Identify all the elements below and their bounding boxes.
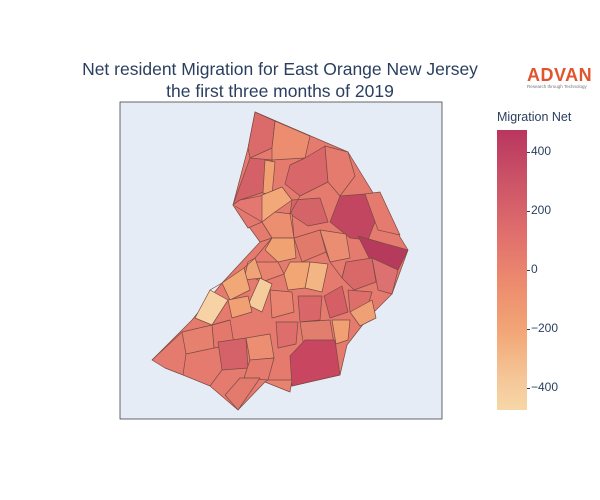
tract[interactable]: [269, 289, 295, 319]
tract[interactable]: [247, 277, 273, 313]
tract[interactable]: [275, 321, 299, 349]
colorbar-title: Migration Net: [497, 110, 572, 124]
logo-tagline: Research through Technology: [527, 84, 587, 89]
map-title-line-1: Net resident Migration for East Orange N…: [82, 59, 478, 79]
colorbar-tick-neg400: −400: [531, 380, 559, 394]
colorbar-tickmark: [527, 329, 530, 330]
tract[interactable]: [364, 191, 401, 236]
logo-wordmark: ADVAN: [527, 65, 593, 85]
colorbar-tick-neg200: −200: [531, 321, 559, 335]
advan-logo: ADVAN Research through Technology: [527, 66, 595, 90]
tract[interactable]: [224, 377, 261, 411]
tract[interactable]: [349, 299, 377, 327]
colorbar-tickmark: [527, 211, 530, 212]
colorbar-tick-400: 400: [531, 144, 552, 158]
tract[interactable]: [232, 157, 273, 206]
tract[interactable]: [323, 285, 349, 319]
colorbar-tick-0: 0: [531, 262, 538, 276]
tract[interactable]: [331, 319, 351, 345]
tract[interactable]: [283, 261, 311, 291]
tract[interactable]: [371, 257, 399, 295]
colorbar-tickmark: [527, 270, 530, 271]
tract-borders: [151, 195, 347, 387]
tract[interactable]: [324, 145, 356, 197]
tract[interactable]: [297, 295, 323, 323]
map-title: Net resident Migration for East Orange N…: [0, 58, 560, 102]
tract[interactable]: [217, 337, 249, 371]
tract[interactable]: [289, 197, 329, 227]
tract[interactable]: [271, 120, 311, 161]
map-title-line-2: the first three months of 2019: [166, 81, 394, 101]
tract[interactable]: [261, 186, 293, 223]
tract[interactable]: [232, 194, 266, 229]
tract[interactable]: [264, 237, 297, 263]
tract[interactable]: [264, 379, 293, 393]
tract[interactable]: [247, 111, 276, 159]
tract[interactable]: [319, 229, 351, 263]
colorbar: [497, 130, 527, 410]
tract[interactable]: [227, 295, 253, 319]
census-tracts: [151, 111, 409, 411]
colorbar-tick-200: 200: [531, 203, 552, 217]
colorbar-tickmark: [527, 152, 530, 153]
colorbar-tickmark: [527, 388, 530, 389]
tract[interactable]: [221, 267, 251, 301]
tract[interactable]: [181, 324, 215, 355]
tract[interactable]: [289, 339, 341, 387]
tract[interactable]: [245, 333, 275, 361]
